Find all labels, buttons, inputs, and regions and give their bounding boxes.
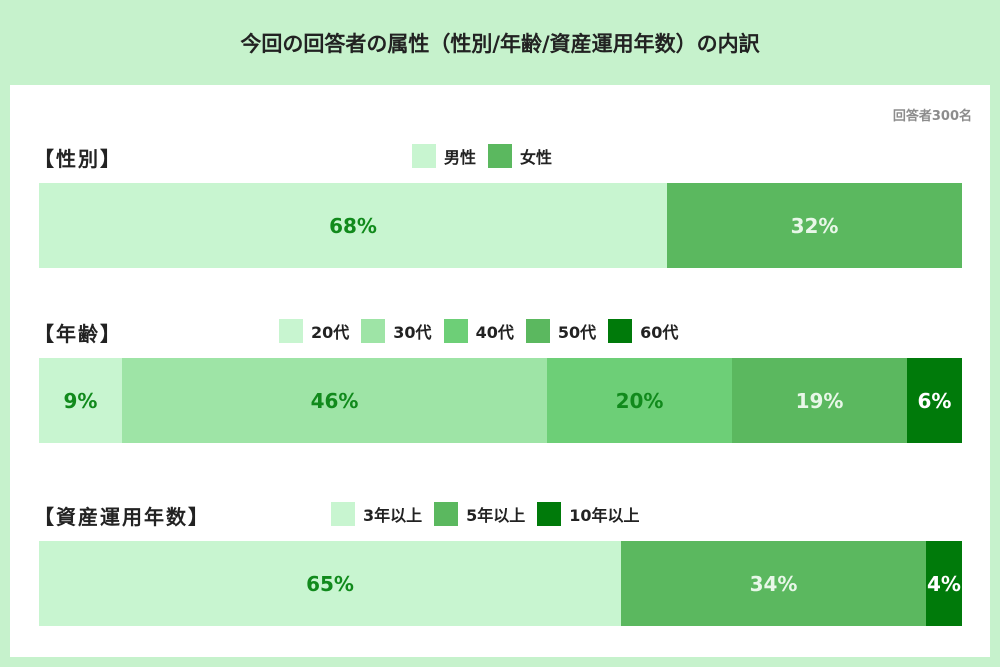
legend-item: 20代 <box>279 319 349 343</box>
legend-swatch <box>434 502 459 526</box>
bar-age: 9% 46% 20% 19% 6% <box>39 358 962 443</box>
legend-item: 40代 <box>443 319 514 343</box>
bar-investment-years: 65% 34% 4% <box>39 541 962 626</box>
chart-panel: 回答者300名 【性別】 男性 女性 68% 32% 【年齢】 20代 30代 40代 5… <box>10 85 990 657</box>
bar-segment: 19% <box>732 358 907 443</box>
legend-label: 10年以上 <box>569 506 640 525</box>
legend-item: 5年以上 <box>434 502 525 526</box>
bar-segment: 34% <box>621 541 926 626</box>
legend-label: 60代 <box>640 323 679 342</box>
section-title-age: 【年齢】 <box>34 322 122 346</box>
bar-segment: 4% <box>926 541 962 626</box>
legend-label: 20代 <box>311 323 350 342</box>
legend-age: 20代 30代 40代 50代 60代 <box>279 318 690 344</box>
legend-item: 女性 <box>488 144 552 168</box>
legend-swatch <box>412 144 436 168</box>
legend-label: 3年以上 <box>363 506 423 525</box>
chart-title: 今回の回答者の属性（性別/年齢/資産運用年数）の内訳 <box>240 32 760 56</box>
legend-swatch <box>537 502 562 526</box>
bar-segment: 65% <box>39 541 621 626</box>
bar-segment: 20% <box>547 358 732 443</box>
legend-item: 10年以上 <box>537 502 640 526</box>
section-title-gender: 【性別】 <box>34 147 122 171</box>
legend-item: 3年以上 <box>331 502 422 526</box>
legend-swatch <box>608 319 633 343</box>
section-title-investment-years: 【資産運用年数】 <box>34 505 210 529</box>
bar-segment: 6% <box>907 358 962 443</box>
legend-swatch <box>361 319 386 343</box>
legend-item: 50代 <box>525 319 597 343</box>
legend-swatch <box>488 144 513 168</box>
legend-label: 50代 <box>557 323 597 342</box>
bar-segment: 68% <box>39 183 667 268</box>
legend-label: 5年以上 <box>466 506 526 525</box>
legend-label: 40代 <box>475 323 514 342</box>
bar-segment: 9% <box>39 358 122 443</box>
legend-label: 女性 <box>520 148 553 167</box>
bar-segment: 32% <box>667 183 962 268</box>
legend-item: 男性 <box>412 144 476 168</box>
legend-swatch <box>443 319 468 343</box>
legend-swatch <box>331 502 355 526</box>
bar-gender: 68% 32% <box>39 183 962 268</box>
legend-item: 30代 <box>361 319 432 343</box>
legend-item: 60代 <box>608 319 678 343</box>
legend-investment-years: 3年以上 5年以上 10年以上 <box>331 501 652 527</box>
bar-segment: 46% <box>122 358 547 443</box>
legend-label: 男性 <box>444 148 477 167</box>
legend-gender: 男性 女性 <box>412 143 564 169</box>
legend-swatch <box>525 319 550 343</box>
respondent-count: 回答者300名 <box>892 109 972 124</box>
legend-label: 30代 <box>393 323 432 342</box>
legend-swatch <box>279 319 303 343</box>
